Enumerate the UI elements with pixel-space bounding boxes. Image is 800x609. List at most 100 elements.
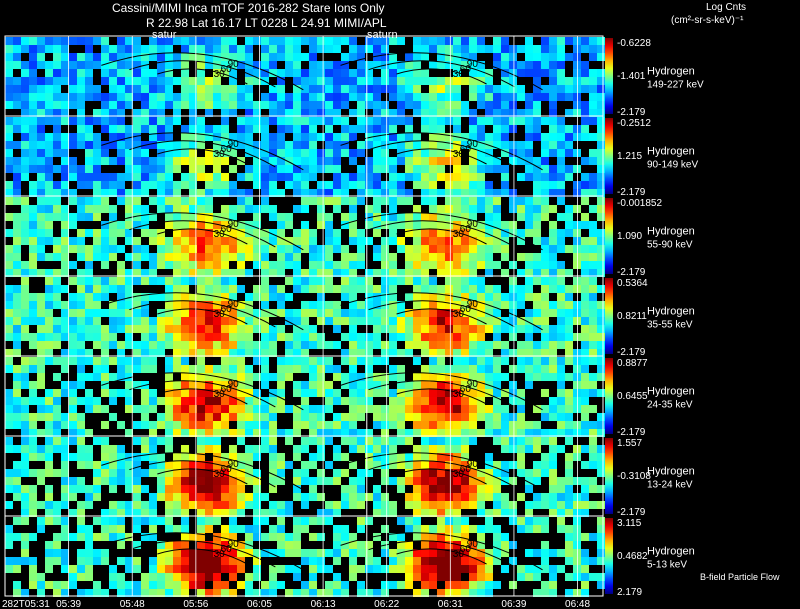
heat-cell [109,581,117,589]
heat-cell [429,533,437,541]
heat-cell [181,525,189,533]
heat-cell [221,221,229,229]
heat-cell [493,37,501,45]
heat-cell [293,165,301,173]
x-tick-label: 05:56 [183,599,208,609]
heat-cell [293,181,301,189]
heat-cell [93,341,101,349]
heat-cell [165,301,173,309]
heat-cell [205,517,213,525]
heat-cell [61,381,69,389]
heat-cell [205,157,213,165]
heat-cell [125,317,133,325]
heat-cell [229,85,237,93]
heat-cell [285,589,293,597]
heat-cell [301,349,309,357]
heat-cell [349,221,357,229]
heat-cell [285,501,293,509]
heat-cell [61,77,69,85]
heat-cell [357,109,365,117]
heat-cell [437,157,445,165]
heat-cell [341,189,349,197]
heat-cell [37,317,45,325]
heat-cell [357,565,365,573]
heat-cell [541,413,549,421]
heat-cell [429,45,437,53]
heat-cell [285,437,293,445]
heat-cell [565,477,573,485]
heat-cell [429,333,437,341]
heat-cell [309,429,317,437]
heat-cell [373,557,381,565]
heat-cell [589,53,597,61]
heat-cell [389,85,397,93]
heat-cell [381,261,389,269]
heat-cell [61,269,69,277]
heat-cell [37,109,45,117]
heat-cell [373,565,381,573]
heat-cell [21,373,29,381]
heat-cell [101,245,109,253]
heat-cell [197,357,205,365]
heat-cell [381,309,389,317]
heat-cell [493,461,501,469]
heat-cell [485,357,493,365]
heat-cell [437,165,445,173]
heat-cell [365,309,373,317]
heat-cell [581,221,589,229]
heat-cell [533,45,541,53]
heat-cell [109,413,117,421]
heat-cell [405,293,413,301]
heat-cell [293,157,301,165]
heat-cell [533,573,541,581]
heat-cell [509,349,517,357]
heat-cell [333,157,341,165]
heat-cell [349,45,357,53]
heat-cell [525,285,533,293]
heat-cell [277,141,285,149]
heat-cell [541,581,549,589]
heat-cell [517,197,525,205]
heat-cell [237,581,245,589]
heat-cell [325,77,333,85]
heat-cell [317,429,325,437]
heat-cell [445,469,453,477]
heat-cell [285,333,293,341]
heat-cell [37,573,45,581]
heat-cell [461,37,469,45]
heat-cell [245,205,253,213]
heat-cell [213,125,221,133]
heat-cell [397,301,405,309]
heat-cell [221,45,229,53]
heat-cell [117,477,125,485]
heat-cell [501,349,509,357]
heat-cell [293,69,301,77]
heat-cell [85,301,93,309]
heat-cell [581,373,589,381]
heat-cell [53,317,61,325]
heat-cell [469,213,477,221]
contour-label: 30 [214,309,226,320]
heat-cell [205,229,213,237]
heat-cell [549,221,557,229]
heat-cell [517,565,525,573]
heat-cell [541,69,549,77]
heat-cell [29,533,37,541]
heat-cell [205,589,213,597]
heat-cell [165,501,173,509]
heat-cell [445,53,453,61]
contour-line [396,548,487,565]
heat-cell [197,461,205,469]
heat-cell [373,133,381,141]
heat-cell [285,533,293,541]
heat-cell [445,341,453,349]
heat-cell [125,229,133,237]
contour-line [340,212,543,251]
heat-cell [349,157,357,165]
heat-cell [589,301,597,309]
heat-cell [293,573,301,581]
heat-cell [301,317,309,325]
heat-cell [125,253,133,261]
heat-cell [597,93,605,101]
heat-cell [21,269,29,277]
